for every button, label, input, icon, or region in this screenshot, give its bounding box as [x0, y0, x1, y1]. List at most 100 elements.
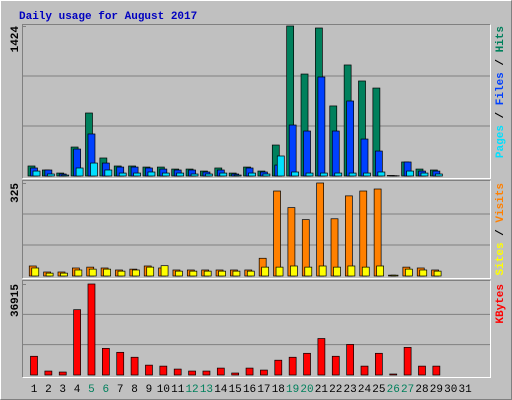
- bar: [334, 172, 343, 177]
- bar: [304, 266, 313, 277]
- bar: [291, 171, 300, 177]
- bar: [58, 371, 67, 376]
- bar: [161, 172, 170, 177]
- x-tick-label: 30: [444, 384, 457, 396]
- bar: [30, 355, 38, 376]
- bar: [359, 190, 368, 277]
- bar: [245, 367, 254, 376]
- bar: [175, 270, 183, 277]
- legend-entry: Pages: [495, 125, 507, 158]
- bar: [348, 172, 357, 177]
- panel: [22, 280, 491, 378]
- x-tick-label: 12: [185, 384, 198, 396]
- bar: [101, 348, 110, 376]
- legend: Sites / Visits: [495, 183, 507, 275]
- bar: [303, 130, 311, 177]
- bar: [103, 268, 111, 277]
- panel-bevel: [22, 180, 491, 279]
- bar: [318, 265, 327, 277]
- x-tick-label: 20: [300, 384, 313, 396]
- bar: [262, 173, 271, 177]
- bar: [218, 270, 226, 277]
- bar: [145, 364, 153, 376]
- bar: [376, 265, 384, 277]
- bar: [231, 372, 240, 376]
- x-tick-label: 11: [171, 384, 185, 396]
- legend: Pages / Files / Hits: [495, 26, 507, 158]
- bar: [202, 370, 211, 376]
- bar: [390, 274, 399, 277]
- bar: [316, 182, 324, 277]
- x-tick-label: 13: [200, 384, 213, 396]
- x-tick-label: 7: [117, 384, 124, 396]
- bar: [31, 267, 40, 277]
- legend-separator: /: [495, 105, 507, 125]
- x-tick-label: 8: [131, 384, 138, 396]
- panel: [22, 180, 491, 279]
- bar: [233, 174, 242, 177]
- legend: KBytes: [495, 284, 507, 324]
- bar: [432, 365, 441, 376]
- bar: [189, 270, 198, 277]
- bar: [274, 359, 283, 376]
- bar: [360, 138, 369, 177]
- bar: [160, 265, 169, 277]
- panel-bevel: [22, 280, 491, 378]
- y-tick-label: 325: [10, 183, 22, 203]
- legend-separator: /: [495, 223, 507, 243]
- panel-bevel: [22, 180, 491, 279]
- x-tick-label: 15: [229, 384, 242, 396]
- x-tick-label: 22: [329, 384, 342, 396]
- bar: [317, 338, 326, 376]
- bar: [104, 169, 113, 177]
- bar: [345, 195, 353, 277]
- chart-title: Daily usage for August 2017: [19, 11, 197, 23]
- y-tick-label: 36915: [10, 284, 22, 317]
- panel-bevel: [22, 24, 491, 179]
- bar: [406, 170, 414, 177]
- bar: [288, 356, 297, 376]
- bar: [44, 370, 53, 376]
- x-tick-label: 26: [387, 384, 400, 396]
- bar: [248, 172, 256, 177]
- x-tick-label: 3: [59, 384, 66, 396]
- bar: [347, 265, 356, 277]
- bar: [159, 365, 168, 376]
- bar: [290, 265, 298, 277]
- bar: [275, 266, 284, 277]
- panel: [22, 24, 491, 179]
- x-tick-label: 9: [146, 384, 153, 396]
- bar: [60, 272, 68, 277]
- x-tick-label: 10: [157, 384, 170, 396]
- bar: [333, 266, 341, 277]
- bar: [305, 172, 314, 177]
- bar: [203, 270, 212, 277]
- x-tick-label: 18: [272, 384, 285, 396]
- x-tick-label: 27: [401, 384, 414, 396]
- x-tick-label: 17: [257, 384, 270, 396]
- x-tick-label: 31: [458, 384, 472, 396]
- bar: [74, 269, 83, 277]
- bar: [118, 172, 127, 177]
- bar: [360, 365, 369, 376]
- x-tick-label: 5: [88, 384, 95, 396]
- bar: [216, 367, 225, 376]
- bar: [419, 269, 428, 277]
- x-tick-label: 16: [243, 384, 256, 396]
- bar: [131, 269, 140, 277]
- bar: [87, 283, 96, 376]
- x-tick-label: 2: [45, 384, 52, 396]
- bar: [32, 170, 41, 177]
- bar: [288, 124, 297, 177]
- x-tick-label: 4: [74, 384, 81, 396]
- x-tick-label: 6: [103, 384, 110, 396]
- bar: [420, 172, 429, 177]
- bar: [276, 155, 285, 177]
- bar: [90, 162, 98, 177]
- x-tick-label: 24: [358, 384, 372, 396]
- bar: [260, 369, 268, 376]
- bar: [273, 190, 281, 277]
- bar: [176, 172, 185, 177]
- x-tick-label: 19: [286, 384, 299, 396]
